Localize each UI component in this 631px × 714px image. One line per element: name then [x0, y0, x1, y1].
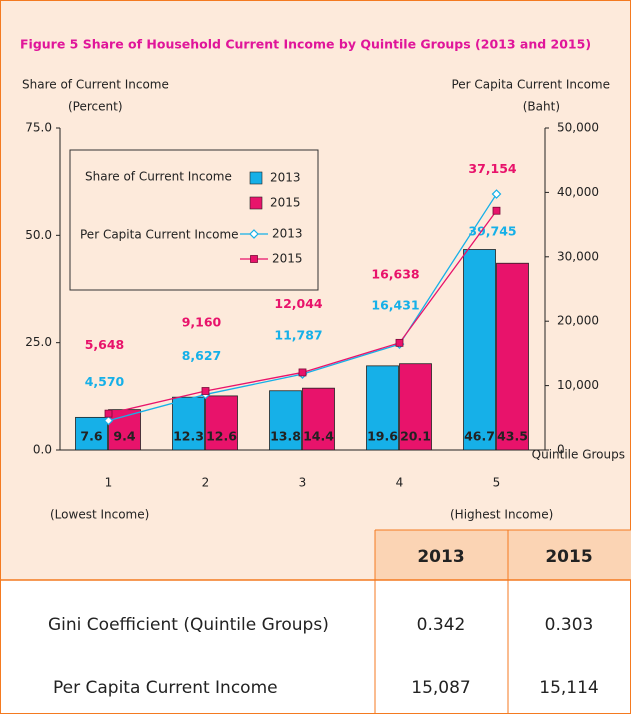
table-cell: 15,087 [411, 678, 470, 698]
line-marker [395, 338, 404, 347]
bar [75, 416, 108, 451]
table-header: 2013 [417, 547, 464, 567]
line-marker [103, 415, 114, 426]
line-marker [249, 229, 259, 239]
line-label: 8,627 [182, 348, 222, 363]
bar-label: 12.6 [206, 429, 237, 444]
y2-tick-label: 10,000 [557, 378, 599, 392]
line-marker [492, 206, 501, 215]
table-cell: 0.342 [417, 615, 466, 635]
line-label: 9,160 [182, 315, 222, 330]
x-tick-label: 1 [105, 476, 113, 490]
line-label: 39,745 [468, 224, 516, 239]
y2-tick-label: 20,000 [557, 314, 599, 328]
bar [205, 395, 238, 451]
y-tick-label: 50.0 [25, 228, 52, 242]
table-cell: 0.303 [545, 615, 594, 635]
bar-label: 7.6 [80, 429, 102, 444]
line-marker [104, 409, 113, 418]
line-label: 12,044 [274, 296, 323, 311]
legend-swatch [249, 171, 263, 185]
bar-label: 20.1 [400, 429, 431, 444]
y2-tick-label: 50,000 [557, 121, 599, 135]
line-marker [250, 255, 258, 263]
legend-label: 2015 [272, 252, 303, 266]
y-tick-label: 0.0 [33, 443, 52, 457]
y2-tick-label: 0 [557, 443, 565, 457]
bar-label: 12.3 [173, 429, 204, 444]
line-label: 16,431 [371, 298, 419, 313]
y-label: (Percent) [68, 100, 123, 114]
bar [366, 365, 399, 451]
bar-label: 19.6 [367, 429, 398, 444]
table-cell: 15,114 [539, 678, 598, 698]
legend-label: 2015 [270, 196, 301, 210]
y-tick-label: 25.0 [25, 335, 52, 349]
bar-label: 13.8 [270, 429, 301, 444]
annotation: (Highest Income) [450, 508, 553, 522]
x-tick-label: 3 [299, 476, 307, 490]
bar [463, 249, 496, 451]
legend-group: Per Capita Current Income [80, 228, 239, 242]
y-label: Share of Current Income [22, 78, 169, 92]
bar-label: 9.4 [113, 429, 135, 444]
legend-swatch [249, 196, 263, 210]
bar [269, 390, 302, 451]
line-label: 37,154 [468, 161, 517, 176]
y2-tick-label: 30,000 [557, 249, 599, 263]
legend-label: 2013 [272, 227, 303, 241]
y2-label: Per Capita Current Income [451, 78, 610, 92]
x-tick-label: 2 [202, 476, 210, 490]
table-header-bg [375, 530, 631, 580]
x-label: Quintile Groups [532, 448, 625, 462]
bar [172, 396, 205, 451]
legend-box [69, 149, 319, 291]
annotation: (Lowest Income) [50, 508, 149, 522]
line-label: 16,638 [371, 266, 419, 281]
bar-label: 14.4 [303, 429, 334, 444]
bar [399, 363, 432, 451]
line-marker [298, 368, 307, 377]
table-cell: Per Capita Current Income [53, 678, 278, 698]
bar-label: 46.7 [464, 429, 495, 444]
chart-title: Figure 5 Share of Household Current Inco… [20, 37, 591, 52]
line-label: 5,648 [85, 337, 125, 352]
legend-group: Share of Current Income [85, 170, 232, 184]
line-label: 4,570 [85, 374, 125, 389]
x-tick-label: 4 [396, 476, 404, 490]
line-marker [201, 387, 210, 395]
legend-label: 2013 [270, 171, 301, 185]
bar-label: 43.5 [497, 429, 528, 444]
bar [496, 262, 529, 451]
table-header: 2015 [545, 547, 592, 567]
table-cell: Gini Coefficient (Quintile Groups) [48, 615, 329, 635]
y2-label: (Baht) [523, 100, 560, 114]
line-marker [491, 189, 502, 199]
x-tick-label: 5 [493, 476, 501, 490]
y2-tick-label: 40,000 [557, 185, 599, 199]
bar [302, 387, 335, 451]
line-label: 11,787 [274, 328, 322, 343]
y-tick-label: 75.0 [25, 121, 52, 135]
